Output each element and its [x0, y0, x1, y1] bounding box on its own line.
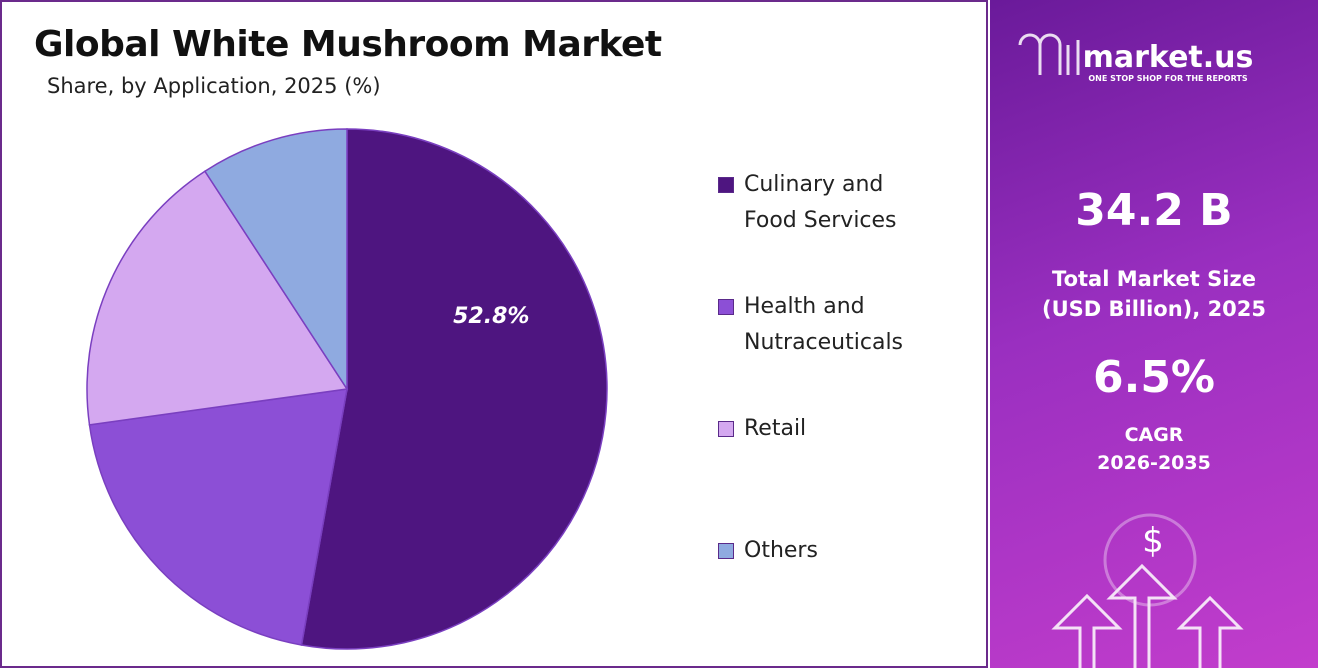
chart-panel: 52.8% Global White Mushroom Market Share…: [0, 0, 988, 668]
legend-label: Culinary and Food Services: [744, 172, 897, 233]
brand: market.us: [1082, 40, 1254, 75]
chart-title: Global White Mushroom Market: [34, 24, 662, 65]
pie-slice: [203, 128, 348, 392]
legend-swatch: [718, 421, 734, 437]
svg-text:$: $: [1142, 521, 1164, 561]
decoration: $: [1018, 33, 1244, 668]
legend-label: Health and Nutraceuticals: [744, 294, 904, 355]
legend-swatch: [718, 177, 734, 193]
legend-label: Retail: [744, 416, 807, 441]
pie-slice: [86, 170, 349, 426]
market-size-label: Total Market Size (USD Billion), 2025: [1041, 267, 1267, 321]
legend-label: Others: [744, 538, 818, 563]
legend-swatch: [718, 543, 734, 559]
chart-subtitle: Share, by Application, 2025 (%): [47, 74, 381, 98]
legend-item: Retail: [718, 411, 938, 447]
legend-item: Culinary and Food Services: [718, 167, 938, 239]
side-panel: $ market.us ONE STOP SHOP FOR THE REPORT…: [990, 0, 1318, 668]
cagr-period: 2026-2035: [1097, 452, 1211, 474]
legend-item: Others: [718, 533, 938, 569]
cagr: 6.5%: [1092, 352, 1216, 403]
tagline: ONE STOP SHOP FOR THE REPORTS: [1088, 74, 1248, 83]
pie-slice: [88, 388, 348, 646]
legend-item: Health and Nutraceuticals: [718, 289, 938, 361]
value-label: 52.8%: [453, 304, 529, 329]
cagr-label: CAGR: [1124, 424, 1184, 446]
pie-slice: [300, 128, 608, 650]
pie-chart: 52.8%: [86, 128, 608, 650]
legend-swatch: [718, 299, 734, 315]
market-size: 34.2 B: [1075, 185, 1233, 236]
